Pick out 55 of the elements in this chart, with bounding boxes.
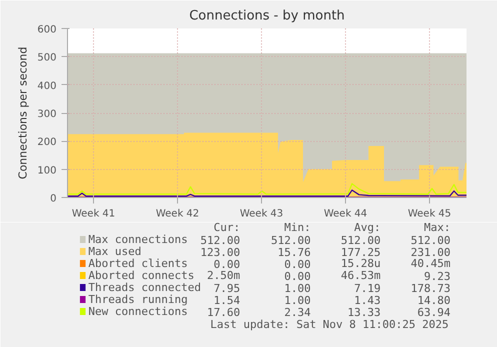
- line-series: [68, 183, 466, 195]
- text: 231.00: [410, 246, 450, 259]
- text: 1.00: [284, 294, 311, 307]
- text: 0.00: [284, 258, 311, 271]
- x-tick-label: Week 44: [324, 208, 368, 220]
- chart-title: Connections - by month: [189, 8, 345, 24]
- legend-label: Threads connected: [88, 281, 201, 294]
- text: 15.28u: [340, 257, 381, 270]
- text: 15.76: [278, 246, 311, 259]
- text: 1.43: [354, 294, 381, 307]
- text: 14.80: [417, 294, 450, 307]
- text: Cur:: [214, 221, 240, 234]
- text: Avg:: [354, 221, 381, 234]
- text: 512.00: [200, 234, 240, 247]
- text: 2.34: [284, 306, 312, 319]
- legend-label: Aborted connects: [88, 269, 194, 282]
- y-tick-label: 200: [37, 137, 57, 148]
- x-tick-label: Week 45: [408, 208, 452, 220]
- text: Last update: Sat Nov 8 11:00:25 2025: [210, 318, 449, 331]
- legend-label: Threads running: [88, 293, 188, 306]
- text: 0.00: [214, 258, 240, 271]
- text: 2.50m: [206, 269, 240, 282]
- text: 512.00: [271, 234, 311, 247]
- text: 178.73: [410, 282, 450, 295]
- text: 123.00: [200, 246, 240, 259]
- legend-label: New connections: [88, 305, 188, 318]
- y-tick-label: 100: [37, 165, 57, 176]
- legend-label: Max connections: [88, 233, 188, 246]
- x-tick-label: Week 41: [72, 208, 116, 220]
- text: 17.60: [206, 306, 240, 319]
- text: 40.45m: [410, 257, 451, 270]
- text: 46.53m: [340, 269, 381, 282]
- text: 13.33: [347, 306, 381, 319]
- text: 512.00: [340, 234, 381, 247]
- y-tick-label: 400: [37, 80, 57, 92]
- y-tick-label: 500: [37, 52, 57, 64]
- y-tick-label: 0: [50, 194, 57, 204]
- y-tick-label: 300: [37, 109, 57, 120]
- legend-label: Max used: [88, 245, 142, 258]
- x-tick-label: Week 43: [240, 208, 284, 220]
- y-axis-title: Connections per second: [16, 46, 30, 180]
- text: 1.54: [214, 294, 240, 307]
- text: Min:: [284, 221, 311, 234]
- text: 0.00: [284, 270, 311, 283]
- legend-label: Aborted clients: [88, 257, 188, 270]
- x-tick-label: Week 42: [156, 208, 200, 220]
- text: 7.19: [354, 282, 381, 295]
- text: 63.94: [417, 306, 451, 319]
- text: 7.95: [214, 282, 240, 295]
- text: 512.00: [410, 234, 450, 247]
- text: 1.00: [284, 282, 311, 295]
- text: 9.23: [424, 270, 450, 283]
- text: 177.25: [340, 246, 381, 259]
- y-tick-label: 600: [37, 24, 57, 36]
- text: Max:: [424, 221, 450, 234]
